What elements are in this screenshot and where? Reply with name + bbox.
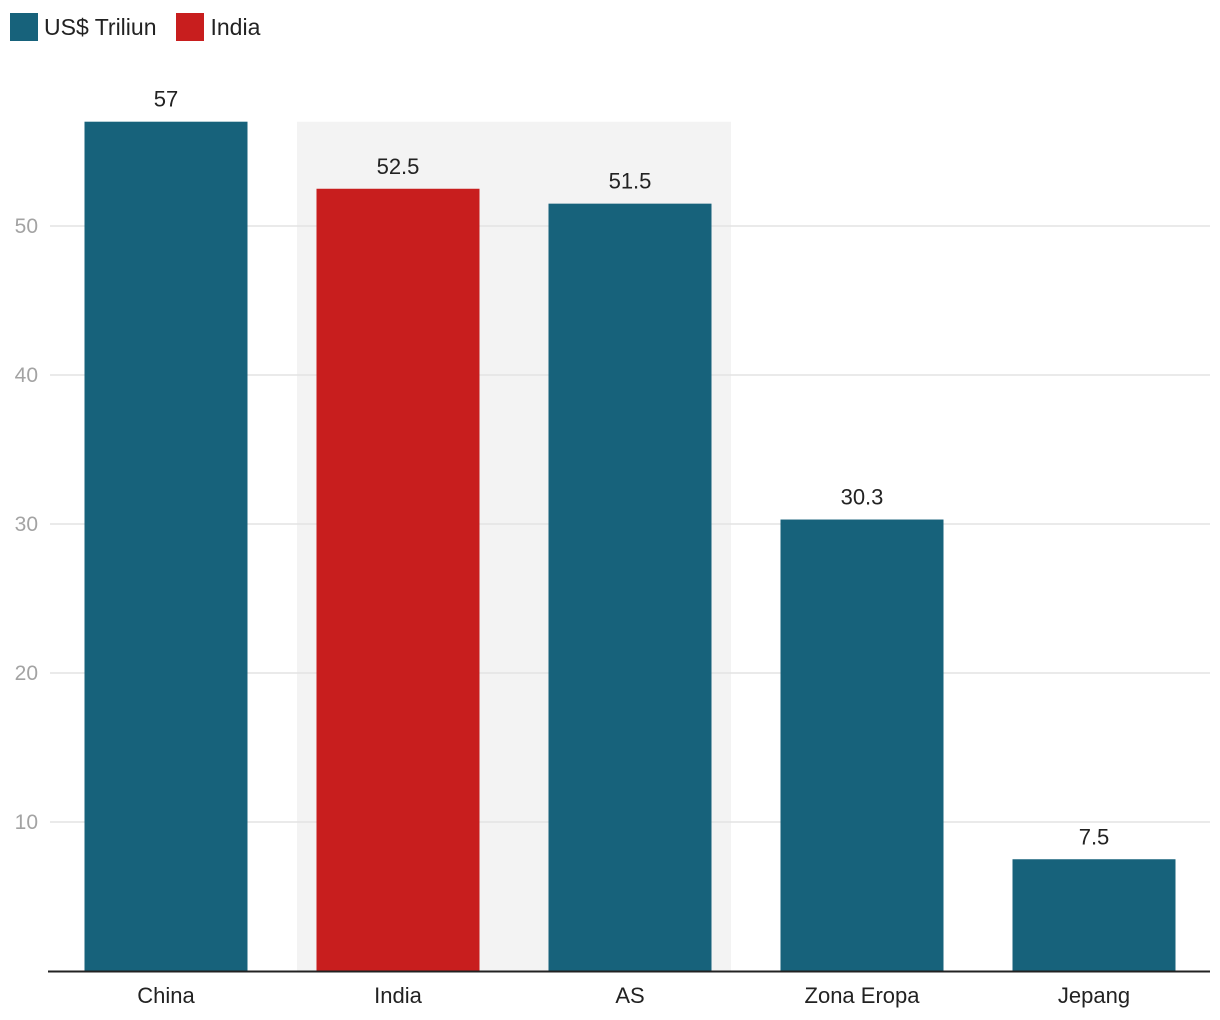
- bar: [84, 121, 248, 971]
- legend-item-india: India: [176, 13, 260, 41]
- y-tick-label: 40: [15, 364, 38, 387]
- legend-item-us-triliun: US$ Triliun: [10, 13, 156, 41]
- value-label: 51.5: [609, 169, 652, 194]
- y-tick-label: 20: [15, 662, 38, 685]
- legend-swatch-india: [176, 13, 205, 41]
- y-tick-label: 10: [15, 811, 38, 834]
- bar: [316, 188, 480, 971]
- legend-swatch-us-triliun: [10, 13, 38, 41]
- x-tick-label: Zona Eropa: [805, 983, 921, 1008]
- value-label: 7.5: [1079, 824, 1110, 849]
- legend-label-us-triliun: US$ Triliun: [44, 13, 157, 40]
- y-tick-label: 30: [15, 513, 38, 536]
- legend-label-india: India: [210, 13, 261, 40]
- x-tick-label: Jepang: [1058, 983, 1130, 1008]
- bar: [1012, 859, 1176, 971]
- value-label: 57: [154, 87, 178, 112]
- x-tick-label: India: [374, 983, 422, 1008]
- bar: [548, 203, 712, 971]
- value-label: 52.5: [377, 154, 420, 179]
- y-tick-label: 50: [15, 215, 38, 238]
- x-tick-label: AS: [615, 983, 644, 1008]
- bar: [780, 519, 944, 971]
- x-tick-label: China: [137, 983, 195, 1008]
- value-label: 30.3: [841, 485, 884, 510]
- legend: US$ Triliun India: [10, 13, 260, 41]
